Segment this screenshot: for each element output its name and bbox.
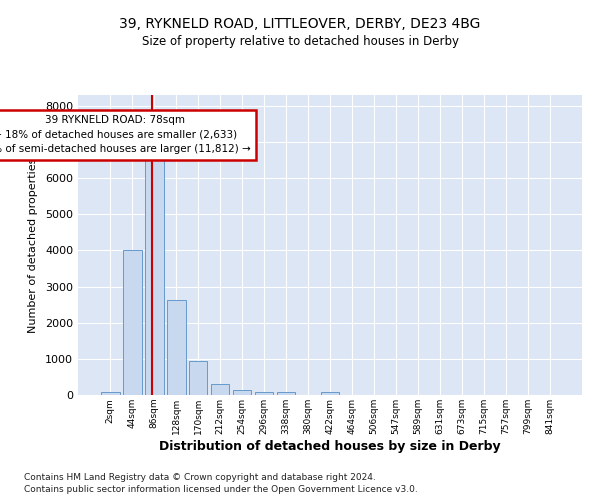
Text: 39, RYKNELD ROAD, LITTLEOVER, DERBY, DE23 4BG: 39, RYKNELD ROAD, LITTLEOVER, DERBY, DE2… (119, 18, 481, 32)
Bar (101, 392, 119, 395)
Bar (277, 392, 295, 395)
Text: Size of property relative to detached houses in Derby: Size of property relative to detached ho… (142, 35, 458, 48)
Text: Contains public sector information licensed under the Open Government Licence v3: Contains public sector information licen… (24, 485, 418, 494)
Bar (233, 390, 251, 395)
X-axis label: Distribution of detached houses by size in Derby: Distribution of detached houses by size … (159, 440, 501, 452)
Bar (167, 300, 185, 395)
Bar (189, 360, 208, 395)
Text: 39 RYKNELD ROAD: 78sqm
← 18% of detached houses are smaller (2,633)
81% of semi-: 39 RYKNELD ROAD: 78sqm ← 18% of detached… (0, 115, 251, 154)
Y-axis label: Number of detached properties: Number of detached properties (28, 158, 38, 332)
Bar (320, 392, 340, 395)
Bar (145, 156, 164, 395)
Bar (123, 250, 142, 395)
Text: Contains HM Land Registry data © Crown copyright and database right 2024.: Contains HM Land Registry data © Crown c… (24, 472, 376, 482)
Bar (255, 392, 274, 395)
Bar (211, 384, 229, 395)
